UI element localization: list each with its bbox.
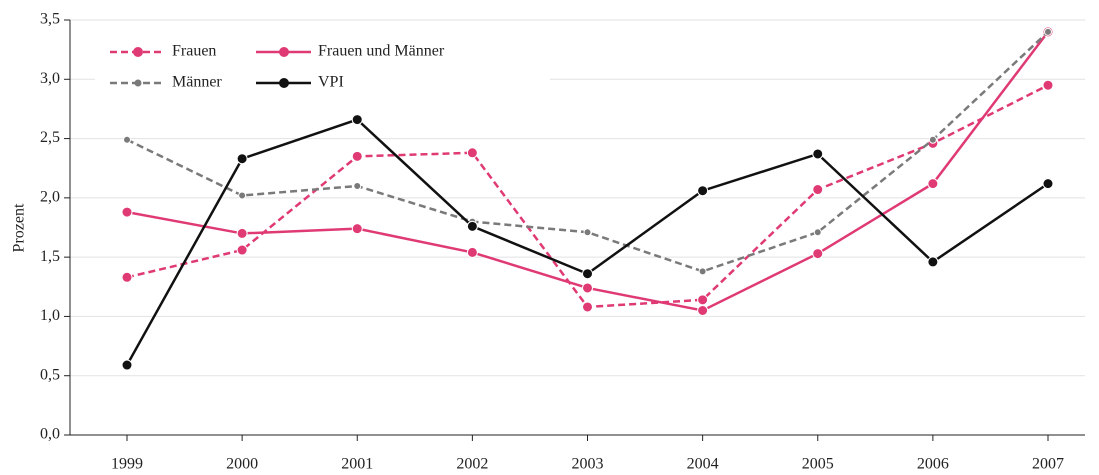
y-axis-label: Prozent — [11, 203, 28, 252]
data-point — [1042, 79, 1054, 91]
data-point — [121, 359, 133, 371]
data-point — [697, 185, 709, 197]
legend-label: Männer — [172, 74, 222, 91]
legend-label: Frauen und Männer — [318, 43, 445, 60]
data-point — [583, 228, 592, 237]
data-point — [582, 282, 593, 294]
data-point — [582, 301, 593, 313]
data-point — [351, 223, 363, 235]
legend-marker — [279, 47, 289, 57]
data-point — [812, 184, 824, 196]
data-point — [813, 228, 822, 237]
legend: Frauen Frauen und Männer Männer VPI — [95, 35, 550, 100]
y-tick-label: 3,5 — [40, 11, 60, 28]
data-point — [927, 178, 939, 190]
x-tick-label: 2001 — [341, 456, 373, 473]
data-point — [697, 294, 709, 306]
data-point — [351, 114, 363, 126]
data-point — [927, 256, 939, 268]
data-point — [236, 227, 248, 239]
x-tick-label: 2006 — [917, 456, 949, 473]
data-point — [121, 271, 133, 283]
x-tick-label: 2000 — [226, 456, 258, 473]
data-point — [1044, 27, 1052, 36]
x-tick-label: 2005 — [802, 456, 834, 473]
data-point — [582, 268, 593, 280]
y-tick-label: 3,0 — [40, 70, 60, 87]
data-point — [466, 220, 478, 232]
data-point — [466, 147, 478, 159]
data-point — [812, 248, 824, 260]
y-tick-label: 1,5 — [40, 248, 60, 265]
data-point — [697, 305, 709, 316]
x-tick-label: 1999 — [111, 456, 143, 473]
data-point — [238, 191, 247, 200]
x-tick-label: 2003 — [572, 456, 604, 473]
legend-marker — [279, 78, 289, 88]
data-point — [351, 150, 363, 162]
legend-marker — [134, 79, 142, 87]
legend-label: VPI — [318, 74, 344, 91]
data-point — [236, 153, 248, 165]
series-line — [125, 118, 1049, 366]
y-tick-label: 1,0 — [40, 307, 60, 324]
x-tick-label: 2004 — [687, 456, 719, 473]
x-tick-label: 2007 — [1032, 456, 1064, 473]
data-point — [928, 135, 937, 144]
y-tick-label: 0,5 — [40, 366, 60, 383]
x-tick-label: 2002 — [456, 456, 488, 473]
y-tick-label: 0,0 — [40, 426, 60, 443]
y-tick-label: 2,5 — [40, 129, 60, 146]
data-point — [812, 148, 824, 160]
data-point — [236, 244, 248, 256]
data-point — [353, 182, 362, 190]
data-point — [1042, 178, 1054, 190]
y-tick-label: 2,0 — [40, 189, 60, 206]
data-point — [123, 135, 131, 144]
legend-marker — [133, 47, 143, 57]
legend-background — [95, 35, 550, 100]
legend-label: Frauen — [172, 43, 216, 60]
data-point — [698, 267, 707, 276]
data-point — [121, 206, 133, 218]
data-point — [466, 246, 478, 258]
